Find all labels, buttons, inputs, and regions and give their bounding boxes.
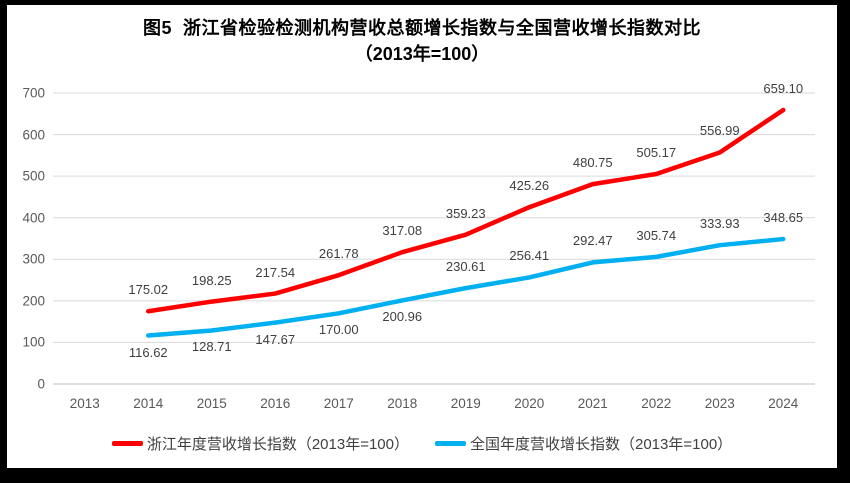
national-series-swatch-icon xyxy=(435,441,466,446)
series-line-1 xyxy=(146,236,786,338)
legend: 浙江年度营收增长指数（2013年=100） 全国年度营收增长指数（2013年=1… xyxy=(7,433,837,454)
legend-item-national: 全国年度营收增长指数（2013年=100） xyxy=(435,433,732,454)
legend-label-national: 全国年度营收增长指数（2013年=100） xyxy=(470,436,733,453)
legend-label-zhejiang: 浙江年度营收增长指数（2013年=100） xyxy=(146,436,409,453)
chart-title: 图5 浙江省检验检测机构营收总额增长指数与全国营收增长指数对比 xyxy=(142,18,701,38)
zhejiang-series-swatch-icon xyxy=(111,441,143,446)
plot-area xyxy=(53,92,815,385)
legend-item-zhejiang: 浙江年度营收增长指数（2013年=100） xyxy=(111,433,409,454)
chart-canvas: 图5 浙江省检验检测机构营收总额增长指数与全国营收增长指数对比 （2013年=1… xyxy=(7,5,837,468)
series-line-0 xyxy=(146,107,786,314)
chart-subtitle: （2013年=100） xyxy=(354,44,490,64)
